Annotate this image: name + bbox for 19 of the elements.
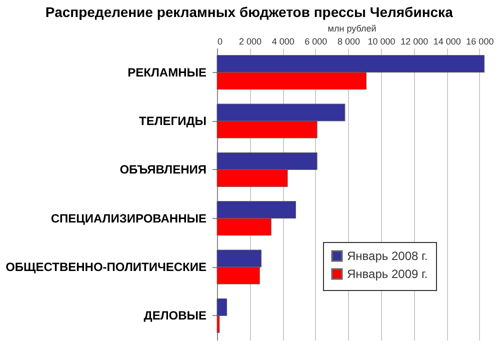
legend-label: Январь 2009 г.: [347, 267, 428, 281]
y-tick-label: ОБЪЯВЛЕНИЯ: [120, 162, 206, 177]
x-tick-label: 12 000: [400, 36, 428, 46]
x-tick-label: 2 000: [239, 36, 262, 46]
y-tick-label: ДЕЛОВЫЕ: [144, 308, 206, 323]
y-tick-label: ТЕЛЕГИДЫ: [139, 114, 206, 128]
x-tick-label: 0: [218, 36, 223, 46]
legend-label: Январь 2008 г.: [347, 249, 428, 263]
y-tick-label: СПЕЦИАЛИЗИРОВАННЫЕ: [50, 211, 206, 226]
x-tick-label: 14 000: [433, 36, 461, 46]
x-tick-label: 6 000: [304, 36, 328, 46]
x-tick-label: 4 000: [272, 36, 294, 46]
x-tick-label: 8 000: [337, 36, 360, 46]
chart-title: Распределение рекламных бюджетов прессы Челябинска: [45, 4, 454, 20]
x-tick-label: 16 000: [466, 36, 494, 46]
x-tick-label: 10 000: [368, 36, 396, 46]
x-axis-title: млн рублей: [328, 24, 376, 34]
y-tick-label: ОБЩЕСТВЕННО-ПОЛИТИЧЕСКИЕ: [6, 260, 206, 274]
y-tick-label: РЕКЛАМНЫЕ: [128, 65, 206, 80]
